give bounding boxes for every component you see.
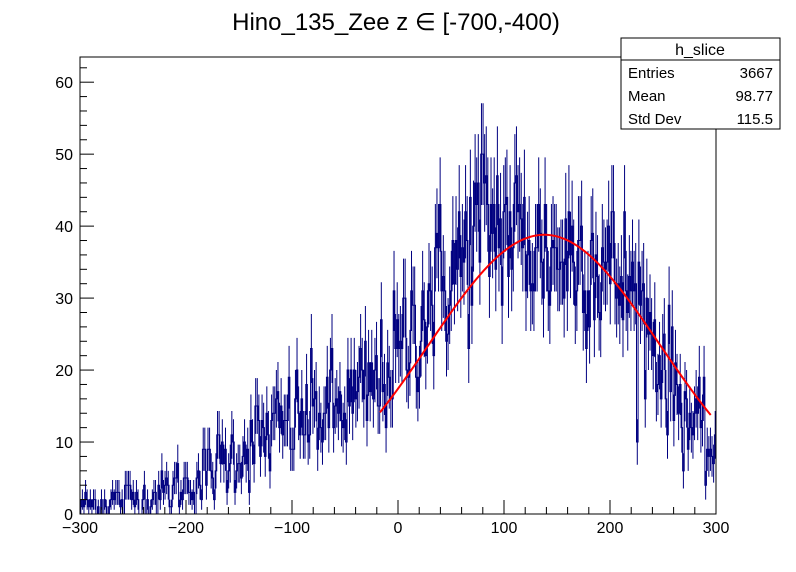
histogram-layer — [80, 103, 716, 515]
gaussian-fit-curve — [379, 233, 712, 416]
stats-mean-label: Mean — [628, 88, 666, 105]
x-tick-label: −300 — [62, 520, 98, 537]
stats-mean-value: 98.77 — [735, 88, 773, 105]
fit-curve-layer — [379, 233, 712, 416]
stats-box-title: h_slice — [675, 42, 725, 59]
y-tick-label: 10 — [55, 435, 73, 452]
chart-title: Hino_135_Zee z ∈ [-700,-400) — [232, 9, 560, 36]
x-tick-label: 0 — [394, 520, 403, 537]
stats-stddev-value: 115.5 — [737, 111, 773, 128]
y-tick-label: 40 — [55, 219, 73, 236]
x-tick-label: 200 — [597, 520, 624, 537]
y-tick-label: 60 — [55, 75, 73, 92]
x-tick-label: 300 — [703, 520, 730, 537]
histogram-steps — [80, 153, 716, 515]
x-tick-label: 100 — [491, 520, 518, 537]
x-tick-label: −200 — [168, 520, 204, 537]
stats-stddev-label: Std Dev — [628, 111, 682, 128]
stats-entries-value: 3667 — [740, 65, 773, 82]
stats-box-frame — [620, 37, 781, 130]
plot-frame — [79, 56, 717, 515]
y-tick-label: 0 — [64, 507, 73, 524]
y-tick-label: 20 — [55, 363, 73, 380]
x-tick-label: −100 — [274, 520, 310, 537]
y-tick-label: 30 — [55, 291, 73, 308]
stats-box: h_slice Entries 3667 Mean 98.77 Std Dev … — [620, 37, 781, 130]
y-tick-label: 50 — [55, 147, 73, 164]
stats-entries-label: Entries — [628, 65, 675, 82]
axes-layer: −300 −200 −100 0 100 200 300 0 10 20 30 40 50 60 — [55, 67, 730, 537]
